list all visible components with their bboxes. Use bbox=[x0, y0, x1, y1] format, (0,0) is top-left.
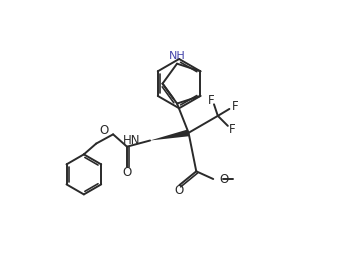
Polygon shape bbox=[150, 129, 189, 140]
Text: F: F bbox=[228, 123, 235, 136]
Text: O: O bbox=[219, 172, 229, 185]
Text: F: F bbox=[208, 94, 215, 107]
Text: NH: NH bbox=[169, 51, 185, 61]
Text: HN: HN bbox=[123, 134, 141, 147]
Text: O: O bbox=[175, 184, 184, 197]
Text: O: O bbox=[99, 124, 109, 137]
Text: F: F bbox=[231, 100, 238, 113]
Text: O: O bbox=[122, 166, 132, 179]
